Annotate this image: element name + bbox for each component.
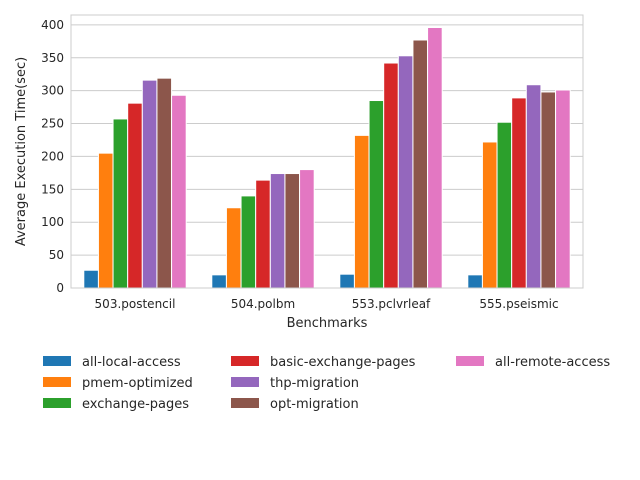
legend-swatch-exchange-pages xyxy=(43,398,71,408)
bar-basic-exchange-pages-503.postencil xyxy=(127,102,143,289)
bars xyxy=(83,26,571,289)
y-tick-label: 350 xyxy=(41,51,64,65)
bar-all-remote-access-503.postencil xyxy=(171,94,187,289)
y-tick-label: 250 xyxy=(41,117,64,131)
legend-swatch-basic-exchange-pages xyxy=(231,356,259,366)
x-tick-label: 504.polbm xyxy=(231,297,295,311)
y-tick-label: 300 xyxy=(41,84,64,98)
legend-label-opt-migration: opt-migration xyxy=(270,397,359,412)
y-tick-label: 150 xyxy=(41,182,64,196)
legend-label-exchange-pages: exchange-pages xyxy=(82,397,189,412)
bar-all-local-access-553.pclvrleaf xyxy=(339,273,355,289)
bar-opt-migration-503.postencil xyxy=(156,77,173,289)
y-tick-label: 0 xyxy=(56,281,64,295)
plot-frame xyxy=(70,14,584,289)
bar-pmem-optimized-555.pseismic xyxy=(481,141,498,289)
legend-swatch-pmem-optimized xyxy=(43,377,71,387)
bar-thp-migration-504.polbm xyxy=(269,173,286,289)
legend-label-all-remote-access: all-remote-access xyxy=(495,355,610,370)
bar-basic-exchange-pages-504.polbm xyxy=(255,179,271,289)
y-tick-label: 200 xyxy=(41,149,64,163)
x-tick-label: 503.postencil xyxy=(95,297,176,311)
y-tick-label: 100 xyxy=(41,215,64,229)
bar-exchange-pages-504.polbm xyxy=(240,195,257,289)
x-axis-label: Benchmarks xyxy=(287,316,368,331)
y-tick-label: 50 xyxy=(49,248,64,262)
y-axis-label: Average Execution Time(sec) xyxy=(14,57,29,246)
legend-swatch-thp-migration xyxy=(231,377,259,387)
x-tick-labels: 503.postencil 504.polbm 553.pclvrleaf 555.p… xyxy=(95,297,559,311)
bar-opt-migration-504.polbm xyxy=(284,173,301,289)
bar-opt-migration-553.pclvrleaf xyxy=(412,39,429,289)
x-tick-label: 555.pseismic xyxy=(479,297,558,311)
legend-label-thp-migration: thp-migration xyxy=(270,376,359,391)
x-tick-label: 553.pclvrleaf xyxy=(352,297,431,311)
bar-exchange-pages-553.pclvrleaf xyxy=(368,100,385,289)
bar-thp-migration-555.pseismic xyxy=(525,84,542,289)
bar-opt-migration-555.pseismic xyxy=(540,91,557,289)
bar-all-local-access-503.postencil xyxy=(83,269,99,289)
legend-swatch-all-local-access xyxy=(43,356,71,366)
bar-pmem-optimized-503.postencil xyxy=(97,152,114,289)
legend-label-basic-exchange-pages: basic-exchange-pages xyxy=(270,355,416,370)
bar-pmem-optimized-553.pclvrleaf xyxy=(353,134,370,289)
legend: all-local-access pmem-optimized exchange-p… xyxy=(43,355,610,412)
bar-thp-migration-503.postencil xyxy=(141,79,158,289)
bar-pmem-optimized-504.polbm xyxy=(225,207,242,289)
bar-all-local-access-504.polbm xyxy=(211,274,227,289)
legend-swatch-opt-migration xyxy=(231,398,259,408)
bar-exchange-pages-503.postencil xyxy=(112,118,129,289)
legend-label-all-local-access: all-local-access xyxy=(82,355,181,370)
bar-all-remote-access-504.polbm xyxy=(299,169,315,289)
bar-all-remote-access-555.pseismic xyxy=(555,89,571,289)
bar-thp-migration-553.pclvrleaf xyxy=(397,55,414,289)
bar-all-local-access-555.pseismic xyxy=(467,274,483,289)
bar-exchange-pages-555.pseismic xyxy=(496,121,513,289)
y-tick-label: 400 xyxy=(41,18,64,32)
legend-label-pmem-optimized: pmem-optimized xyxy=(82,376,193,391)
bar-basic-exchange-pages-555.pseismic xyxy=(511,97,527,289)
bar-basic-exchange-pages-553.pclvrleaf xyxy=(383,62,399,289)
bar-all-remote-access-553.pclvrleaf xyxy=(427,26,443,289)
legend-swatch-all-remote-access xyxy=(456,356,484,366)
y-tick-labels: 0 50 100 150 200 250 300 350 400 xyxy=(41,18,64,295)
